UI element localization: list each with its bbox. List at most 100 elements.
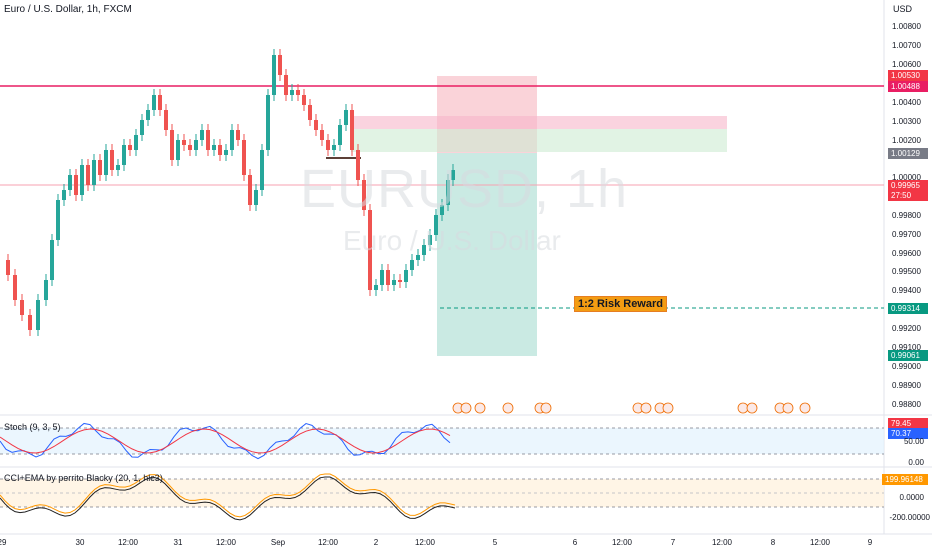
candle-body: [254, 190, 258, 205]
time-tick: 12:00: [216, 538, 237, 547]
economic-event-icon[interactable]: [460, 402, 472, 414]
candle-body: [200, 130, 204, 140]
stoch-tick-50: 50.00: [903, 437, 924, 446]
stop-high-tag: 1.00530: [888, 70, 928, 81]
price-tick: 0.99700: [892, 230, 921, 239]
countdown-tag: 27:50: [888, 190, 928, 201]
candle-body: [398, 280, 402, 282]
risk-reward-label[interactable]: 1:2 Risk Reward: [574, 296, 667, 312]
candle-body: [278, 55, 282, 75]
candle-body: [451, 170, 455, 180]
candle-body: [170, 130, 174, 160]
price-tick: 1.00200: [892, 136, 921, 145]
candle-body: [362, 180, 366, 210]
candle-body: [128, 145, 132, 150]
target-tag: 0.99314: [888, 303, 928, 314]
time-tick: 31: [174, 538, 183, 547]
candle-body: [188, 145, 192, 150]
candle-body: [158, 95, 162, 110]
time-tick: 12:00: [318, 538, 339, 547]
candle-body: [236, 130, 240, 140]
cci-ema-line: [0, 476, 456, 521]
time-tick: 12:00: [712, 538, 733, 547]
resistance-tag: 1.00488: [888, 81, 928, 92]
cci-tag: 199.96148: [882, 474, 928, 485]
cci-label[interactable]: CCI+EMA by perrito Blacky (20, 1, hlc3): [4, 473, 163, 483]
candle-body: [410, 260, 414, 270]
candle-body: [344, 110, 348, 125]
candle-body: [314, 120, 318, 130]
economic-event-icon[interactable]: [640, 402, 652, 414]
price-tick: 0.99100: [892, 343, 921, 352]
economic-event-icon[interactable]: [746, 402, 758, 414]
price-tick: 0.99000: [892, 362, 921, 371]
price-tick: 0.99200: [892, 324, 921, 333]
candle-body: [248, 175, 252, 205]
candle-body: [68, 175, 72, 190]
price-tick: 1.00400: [892, 98, 921, 107]
candle-body: [86, 165, 90, 185]
price-tick: 1.00700: [892, 41, 921, 50]
economic-event-icon[interactable]: [737, 402, 749, 414]
price-tick: 0.99800: [892, 211, 921, 220]
candle-body: [36, 300, 40, 330]
cci-tick-0: 0.0000: [899, 493, 924, 502]
candle-body: [62, 190, 66, 200]
candle-body: [206, 130, 210, 150]
candle-body: [350, 110, 354, 150]
economic-event-icon[interactable]: [782, 402, 794, 414]
candle-body: [320, 130, 324, 140]
candle-body: [44, 280, 48, 300]
candle-body: [356, 150, 360, 180]
candle-body: [212, 145, 216, 150]
candle-body: [20, 300, 24, 315]
candle-body: [122, 145, 126, 165]
candle-body: [182, 140, 186, 145]
time-axis-ticks: 29 30 12:00 31 12:00 Sep 12:00 2 12:00 5 6 12:00 7 12…: [0, 538, 873, 547]
cci-line: [0, 473, 456, 518]
candle-body: [434, 215, 438, 235]
time-tick: 6: [573, 538, 578, 547]
price-tick: 0.99500: [892, 267, 921, 276]
candle-body: [422, 245, 426, 255]
candle-body: [302, 95, 306, 105]
candle-body: [326, 140, 330, 150]
candle-body: [218, 145, 222, 155]
event-icons-group: [452, 402, 811, 414]
price-tick: 1.00600: [892, 60, 921, 69]
candle-body: [374, 285, 378, 290]
candle-body: [242, 140, 246, 175]
economic-event-icon[interactable]: [540, 402, 552, 414]
candle-body: [146, 110, 150, 120]
candle-body: [194, 140, 198, 150]
economic-event-icon[interactable]: [502, 402, 514, 414]
time-tick: 5: [493, 538, 498, 547]
green-zone: [351, 129, 727, 152]
candle-body: [416, 255, 420, 260]
candle-body: [110, 150, 114, 170]
economic-event-icon[interactable]: [662, 402, 674, 414]
candle-body: [56, 200, 60, 240]
stoch-label[interactable]: Stoch (9, 3, 5): [4, 422, 61, 432]
entry-tag: 1.00129: [888, 148, 928, 159]
stoch-lines-group: [0, 422, 451, 460]
cci-tick-neg200: -200.00000: [889, 513, 930, 522]
stoch-d-tag: 70.37: [888, 428, 928, 439]
symbol-title[interactable]: Euro / U.S. Dollar, 1h, FXCM: [4, 4, 132, 15]
price-tick: 0.98900: [892, 381, 921, 390]
currency-label: USD: [893, 4, 913, 14]
candle-body: [74, 175, 78, 195]
economic-event-icon[interactable]: [799, 402, 811, 414]
candle-body: [404, 270, 408, 282]
stoch-tick-0: 0.00: [908, 458, 924, 467]
price-tick: 0.99400: [892, 286, 921, 295]
candle-body: [446, 180, 450, 205]
candle-body: [440, 205, 444, 215]
candle-body: [80, 165, 84, 195]
watermark-ticker: EURUSD, 1h: [300, 159, 629, 219]
candle-body: [50, 240, 54, 280]
economic-event-icon[interactable]: [474, 402, 486, 414]
candle-body: [428, 235, 432, 245]
time-tick: Sep: [271, 538, 286, 547]
